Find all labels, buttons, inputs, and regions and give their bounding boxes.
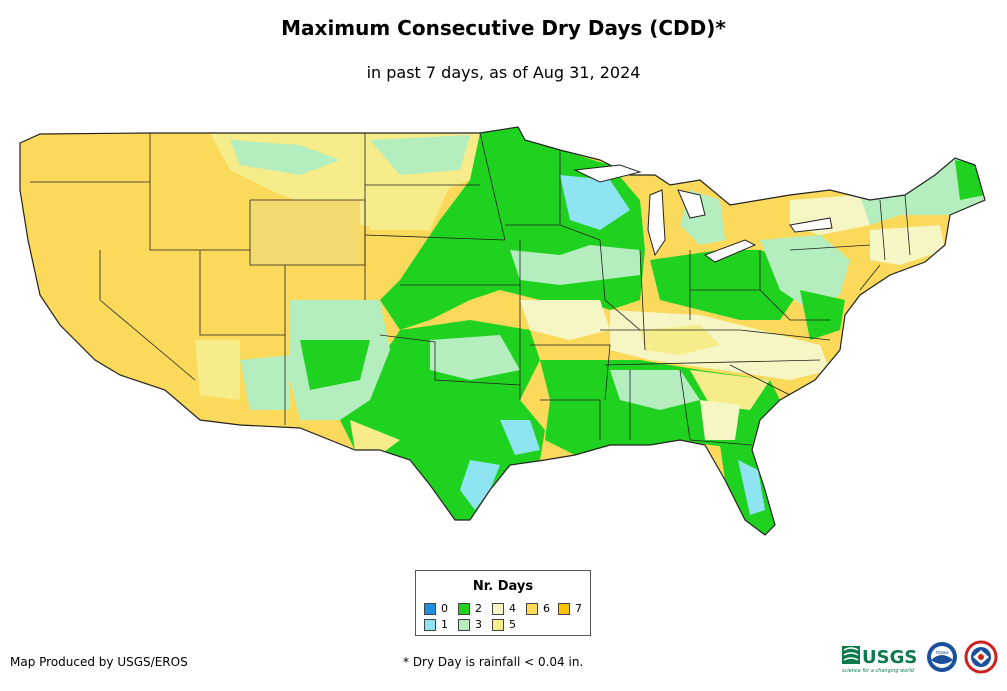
- legend-title: Nr. Days: [472, 579, 534, 594]
- nws-logo: [964, 640, 998, 674]
- legend-label-6: 6: [543, 602, 550, 615]
- noaa-logo: noaa: [927, 642, 957, 672]
- legend-item-3: 3: [458, 619, 482, 631]
- legend-swatch-3: [458, 619, 470, 631]
- lake-erie: [703, 239, 757, 263]
- cdd-field: [20, 127, 985, 535]
- lake-ontario: [789, 217, 833, 233]
- agency-logos: USGS science for a changing world noaa: [842, 640, 998, 674]
- legend-item-4: 4: [492, 603, 516, 615]
- legend-item-2: 2: [458, 603, 482, 615]
- lake-superior: [573, 164, 642, 183]
- legend-item-6: 6: [526, 603, 550, 615]
- legend-swatch-0: [424, 603, 436, 615]
- legend-item-0: 0: [424, 603, 448, 615]
- legend-label-3: 3: [475, 618, 482, 631]
- legend-label-0: 0: [441, 602, 448, 615]
- producer-credit: Map Produced by USGS/EROS: [10, 655, 188, 669]
- dry-day-note: * Dry Day is rainfall < 0.04 in.: [403, 655, 584, 669]
- legend-label-1: 1: [441, 618, 448, 631]
- usgs-tagline: science for a changing world: [842, 668, 915, 674]
- noaa-wordmark: noaa: [936, 650, 948, 656]
- legend-swatch-5: [492, 619, 504, 631]
- legend-swatch-6: [526, 603, 538, 615]
- legend-swatch-2: [458, 603, 470, 615]
- usgs-wordmark: USGS: [862, 647, 917, 668]
- legend-swatch-1: [424, 619, 436, 631]
- legend-swatch-7: [558, 603, 570, 615]
- legend-item-5: 5: [492, 619, 516, 631]
- legend-label-5: 5: [509, 618, 516, 631]
- legend-swatch-4: [492, 603, 504, 615]
- lake-michigan: [647, 189, 666, 257]
- us-outline: [19, 126, 986, 536]
- usgs-logo: USGS science for a changing world: [842, 646, 917, 674]
- lake-huron: [677, 189, 706, 219]
- legend: Nr. Days 0 1 2 3 4 5 6 7: [415, 570, 591, 636]
- legend-label-2: 2: [475, 602, 482, 615]
- legend-item-1: 1: [424, 619, 448, 631]
- legend-label-4: 4: [509, 602, 516, 615]
- map-title: Maximum Consecutive Dry Days (CDD)*: [281, 16, 726, 40]
- state-borders: [30, 132, 911, 446]
- legend-item-7: 7: [558, 603, 582, 615]
- map-subtitle: in past 7 days, as of Aug 31, 2024: [366, 63, 641, 82]
- legend-label-7: 7: [575, 602, 582, 615]
